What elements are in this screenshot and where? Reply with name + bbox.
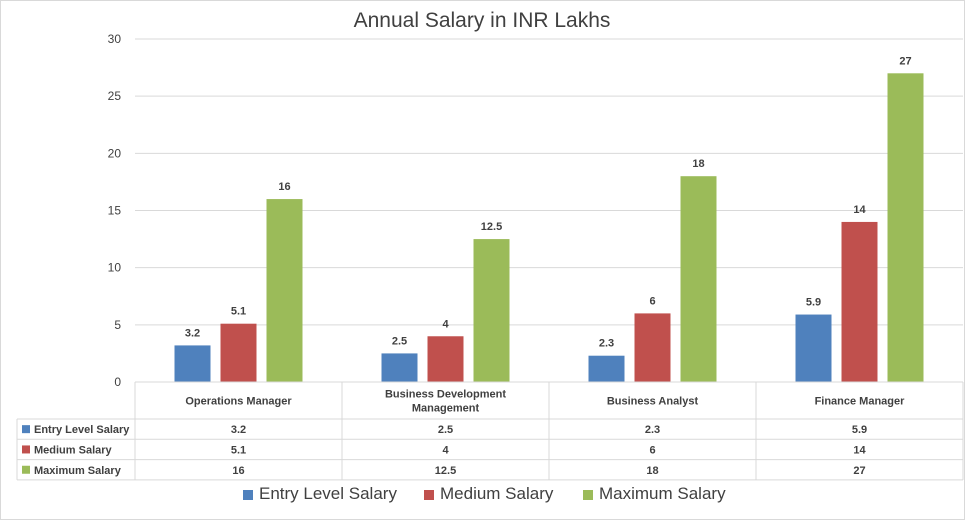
table-legend-key bbox=[22, 465, 30, 474]
table-cell: 6 bbox=[649, 444, 655, 456]
data-table: Operations Manager Business Development Ma… bbox=[16, 381, 964, 481]
data-label: 14 bbox=[853, 204, 866, 216]
y-tick-label: 30 bbox=[108, 32, 122, 46]
bar bbox=[381, 353, 418, 382]
chart-title: Annual Salary in INR Lakhs bbox=[354, 9, 611, 32]
data-label: 2.5 bbox=[392, 335, 407, 347]
legend-swatch bbox=[583, 490, 593, 500]
category-label: Operations Manager bbox=[185, 396, 292, 408]
table-cell: 27 bbox=[853, 465, 865, 477]
table-cell: 5.1 bbox=[231, 444, 246, 456]
category-label: Finance Manager bbox=[815, 396, 906, 408]
bar bbox=[887, 73, 924, 383]
table-cell: 5.9 bbox=[852, 424, 867, 436]
table-legend-key bbox=[22, 425, 30, 434]
data-label: 18 bbox=[692, 158, 704, 170]
bar bbox=[220, 323, 257, 382]
category-label: Business Development bbox=[385, 389, 506, 401]
data-label: 3.2 bbox=[185, 327, 200, 339]
bar bbox=[795, 314, 832, 382]
bar bbox=[266, 199, 303, 382]
table-cell: 4 bbox=[442, 444, 449, 456]
bar bbox=[174, 345, 211, 382]
bar bbox=[473, 239, 510, 382]
data-label: 12.5 bbox=[481, 221, 502, 233]
data-label: 27 bbox=[899, 55, 911, 67]
table-legend-key bbox=[22, 445, 30, 454]
y-tick-label: 20 bbox=[108, 146, 122, 160]
y-tick-label: 15 bbox=[108, 204, 122, 218]
table-cell: 14 bbox=[853, 444, 866, 456]
gridlines bbox=[135, 38, 963, 383]
category-label: Business Analyst bbox=[607, 396, 699, 408]
table-cell: 3.2 bbox=[231, 424, 246, 436]
y-tick-label: 5 bbox=[114, 318, 121, 332]
table-cell: 2.3 bbox=[645, 424, 660, 436]
legend-swatch bbox=[424, 490, 434, 500]
bar bbox=[680, 176, 717, 382]
data-label: 5.1 bbox=[231, 306, 246, 318]
legend-label: Maximum Salary bbox=[599, 484, 726, 503]
table-row-header: Maximum Salary bbox=[34, 465, 122, 477]
category-label: Management bbox=[412, 403, 480, 415]
table-cell: 2.5 bbox=[438, 424, 453, 436]
table-row-header: Entry Level Salary bbox=[34, 424, 130, 436]
data-label: 4 bbox=[442, 318, 449, 330]
bar bbox=[634, 313, 671, 382]
table-cell: 16 bbox=[232, 465, 244, 477]
y-tick-label: 25 bbox=[108, 89, 122, 103]
legend-label: Medium Salary bbox=[440, 484, 554, 503]
legend: Entry Level Salary Medium Salary Maximum S… bbox=[243, 484, 726, 503]
legend-swatch bbox=[243, 490, 253, 500]
data-label: 2.3 bbox=[599, 338, 614, 350]
y-axis: 0 5 10 15 20 25 30 bbox=[108, 32, 122, 389]
y-tick-label: 10 bbox=[108, 261, 122, 275]
table-cell: 12.5 bbox=[435, 465, 456, 477]
data-label: 5.9 bbox=[806, 297, 821, 309]
data-label: 16 bbox=[278, 181, 290, 193]
bar bbox=[427, 336, 464, 382]
table-cell: 18 bbox=[646, 465, 658, 477]
bar bbox=[841, 221, 878, 382]
y-tick-label: 0 bbox=[114, 375, 121, 389]
table-row-header: Medium Salary bbox=[34, 444, 113, 456]
data-labels: 3.2 5.1 16 2.5 4 12.5 2.3 6 18 5.9 14 27 bbox=[185, 55, 912, 349]
bars bbox=[174, 73, 924, 383]
legend-label: Entry Level Salary bbox=[259, 484, 397, 503]
bar bbox=[588, 355, 625, 382]
data-label: 6 bbox=[649, 295, 655, 307]
